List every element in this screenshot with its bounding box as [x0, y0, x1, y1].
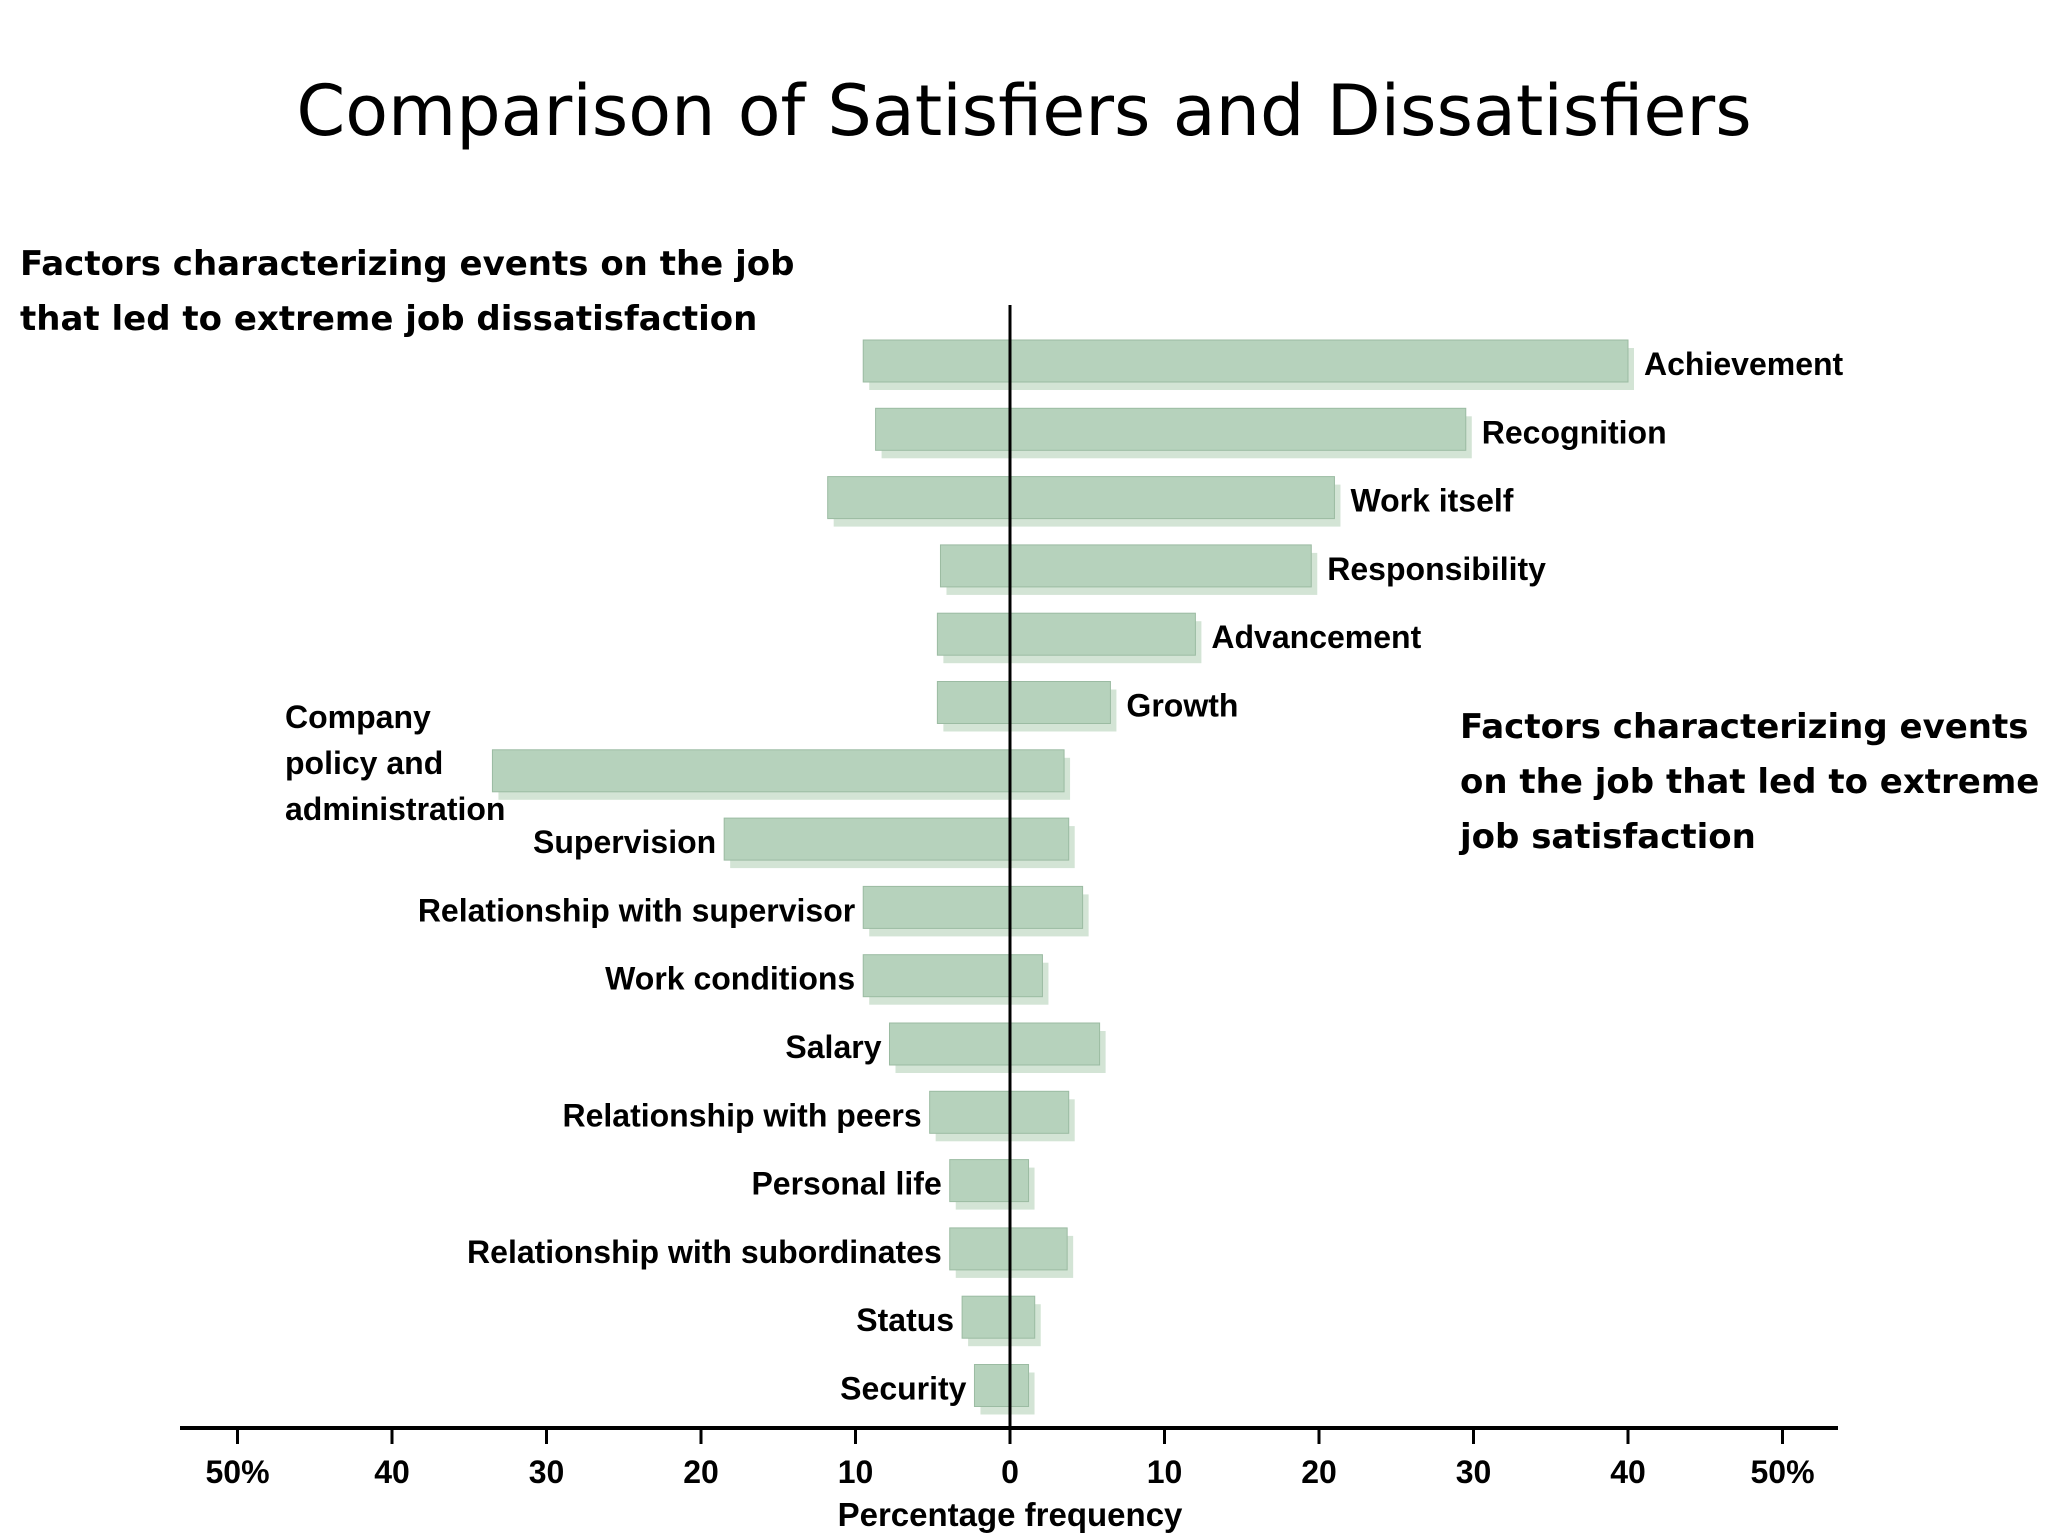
x-tick-label: 40 — [1610, 1454, 1646, 1490]
category-label-line: policy and — [285, 745, 443, 781]
x-tick-label: 20 — [1301, 1454, 1337, 1490]
x-tick-label: 0 — [1001, 1454, 1019, 1490]
category-label-responsibility: Responsibility — [1327, 551, 1546, 587]
bar-satisfier-salary — [1009, 1022, 1101, 1066]
bar-dissatisfier-personal-life — [949, 1159, 1011, 1203]
bar-satisfier-achievement — [1009, 339, 1629, 383]
bar-dissatisfier-growth — [936, 681, 1011, 724]
bar-dissatisfier-work-itself — [827, 476, 1011, 520]
category-label-status: Status — [856, 1302, 954, 1338]
bar-satisfier-work-itself — [1009, 476, 1335, 520]
category-label-relationship-with-subordinates: Relationship with subordinates — [467, 1234, 942, 1270]
x-tick-label: 50% — [205, 1454, 269, 1490]
bar-dissatisfier-relationship-with-peers — [929, 1090, 1011, 1134]
category-label-relationship-with-peers: Relationship with peers — [562, 1097, 921, 1133]
bar-satisfier-company-policy-and-administration — [1009, 749, 1065, 793]
bar-dissatisfier-advancement — [936, 612, 1011, 656]
x-tick-label: 50% — [1750, 1454, 1814, 1490]
category-label-achievement: Achievement — [1644, 346, 1844, 382]
bar-satisfier-security — [1009, 1364, 1030, 1407]
bars-group — [491, 339, 1634, 1415]
category-labels: Achievement Recognition Work itself Respons… — [285, 346, 1844, 1407]
bar-dissatisfier-responsibility — [939, 544, 1011, 588]
category-label-company-policy-and-administration: Company policy and administration — [285, 699, 505, 827]
x-axis-title: Percentage frequency — [838, 1496, 1183, 1533]
x-tick-label: 30 — [1456, 1454, 1492, 1490]
category-label-line: administration — [285, 791, 505, 827]
slide-title: Comparison of Satisfiers and Dissatisfie… — [296, 70, 1752, 152]
category-label-supervision: Supervision — [533, 824, 716, 860]
bar-satisfier-personal-life — [1009, 1159, 1030, 1203]
bar-satisfier-responsibility — [1009, 544, 1312, 588]
bar-satisfier-supervision — [1009, 817, 1070, 861]
category-label-work-conditions: Work conditions — [605, 961, 855, 997]
bar-satisfier-growth — [1009, 681, 1111, 724]
x-tick-label: 40 — [374, 1454, 410, 1490]
bar-dissatisfier-recognition — [875, 407, 1011, 451]
x-tick-label: 10 — [1147, 1454, 1183, 1490]
bar-dissatisfier-security — [973, 1364, 1011, 1407]
bar-dissatisfier-salary — [888, 1022, 1011, 1066]
x-tick-label: 30 — [529, 1454, 565, 1490]
bar-satisfier-status — [1009, 1295, 1036, 1339]
bar-dissatisfier-relationship-with-supervisor — [862, 885, 1011, 929]
category-label-line: Company — [285, 699, 431, 735]
bar-satisfier-work-conditions — [1009, 954, 1043, 998]
x-tick-label: 20 — [683, 1454, 719, 1490]
bar-dissatisfier-relationship-with-subordinates — [949, 1227, 1011, 1271]
category-label-growth: Growth — [1126, 688, 1238, 724]
category-label-advancement: Advancement — [1211, 619, 1421, 655]
category-label-salary: Salary — [785, 1029, 881, 1065]
category-label-security: Security — [840, 1371, 966, 1407]
bar-satisfier-relationship-with-supervisor — [1009, 885, 1084, 929]
category-label-recognition: Recognition — [1482, 414, 1667, 450]
bar-satisfier-recognition — [1009, 407, 1467, 451]
x-axis-ticks: 50% 40 30 20 10 0 10 20 30 40 50% — [205, 1428, 1815, 1490]
bar-satisfier-relationship-with-peers — [1009, 1090, 1070, 1134]
x-tick-label: 10 — [838, 1454, 874, 1490]
bar-dissatisfier-work-conditions — [862, 954, 1011, 998]
bar-satisfier-relationship-with-subordinates — [1009, 1227, 1068, 1271]
bar-satisfier-advancement — [1009, 612, 1196, 656]
bar-dissatisfier-achievement — [862, 339, 1011, 383]
category-label-work-itself: Work itself — [1350, 483, 1513, 519]
bar-dissatisfier-company-policy-and-administration — [491, 749, 1011, 793]
satisfaction-note: Factors characterizing events on the job… — [1460, 707, 2040, 857]
dissatisfaction-note: Factors characterizing events on the job… — [20, 244, 795, 339]
bar-dissatisfier-supervision — [723, 817, 1011, 861]
category-label-personal-life: Personal life — [751, 1166, 941, 1202]
category-label-relationship-with-supervisor: Relationship with supervisor — [418, 892, 855, 928]
bar-dissatisfier-status — [961, 1295, 1011, 1339]
